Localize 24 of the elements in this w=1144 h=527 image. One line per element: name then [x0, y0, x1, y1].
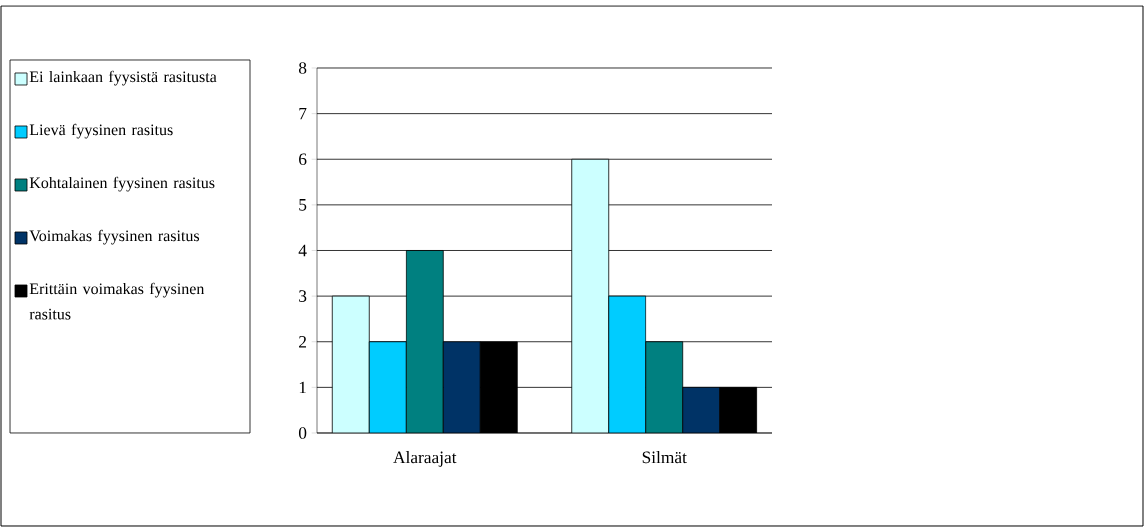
y-tick-label: 7	[299, 107, 307, 120]
x-tick-label: Silmät	[642, 451, 687, 464]
y-tick-label: 1	[299, 381, 306, 394]
legend-label: Ei lainkaan fyysistä rasitusta	[29, 70, 217, 86]
bar	[608, 295, 647, 433]
y-tick-label: 5	[299, 199, 307, 211]
y-tick-label: 0	[298, 427, 307, 439]
legend-label: Voimakas fyysinen rasitus	[29, 229, 200, 245]
bar	[442, 341, 481, 433]
legend-label: Lievä fyysinen rasitus	[29, 123, 173, 139]
bar	[405, 250, 444, 433]
y-tick-label: 2	[299, 336, 307, 348]
bar	[331, 295, 370, 433]
bar	[368, 341, 407, 433]
legend-label: Kohtalainen fyysinen rasitus	[29, 176, 215, 192]
y-tick-label: 8	[298, 62, 307, 74]
bar	[645, 341, 684, 433]
bar	[682, 386, 721, 433]
legend-label: Erittäin voimakas fyysinen rasitus	[29, 282, 205, 320]
y-tick-label: 3	[299, 290, 307, 302]
y-tick-label: 6	[299, 153, 307, 166]
x-tick-label: Alaraajat	[393, 451, 457, 467]
bar	[571, 158, 610, 433]
y-tick-label: 4	[298, 244, 307, 257]
